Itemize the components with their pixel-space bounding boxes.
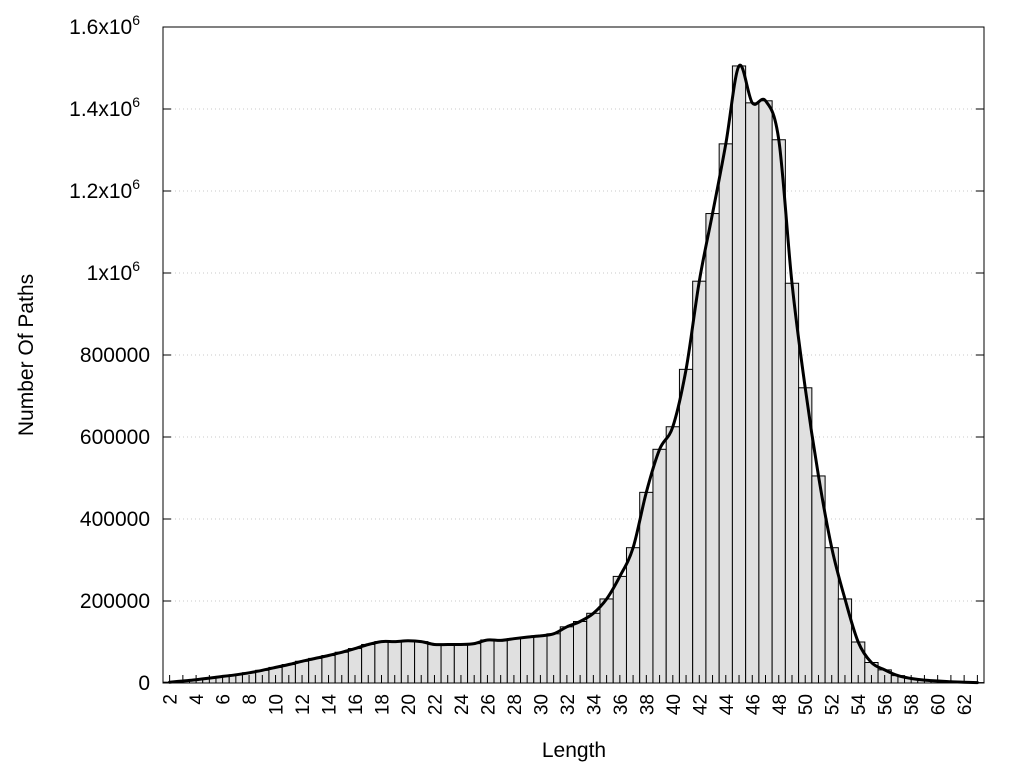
x-axis-title: Length (542, 739, 606, 762)
x-tick-label: 24 (452, 694, 473, 716)
bar (599, 598, 614, 684)
x-tick-label: 50 (796, 694, 817, 715)
y-axis-title: Number Of Paths (15, 274, 38, 436)
bars (162, 65, 985, 684)
x-tick-label: 4 (187, 694, 208, 705)
x-tick-label: 20 (399, 694, 420, 715)
x-tick-label: 48 (770, 694, 791, 715)
bar (771, 139, 786, 684)
bar (639, 491, 654, 684)
smoothed-curve (168, 63, 979, 685)
bar (559, 626, 574, 684)
x-tick-label: 16 (346, 694, 367, 715)
bar (652, 448, 667, 684)
bar (758, 100, 773, 684)
bar (784, 282, 800, 684)
x-tick-label: 60 (929, 694, 950, 715)
bar (745, 102, 760, 684)
bar (718, 143, 733, 684)
bar (612, 575, 627, 684)
x-tick-label: 28 (505, 694, 526, 715)
bar (586, 612, 601, 684)
y-axis: 0 200000 400000 600000 800000 1x106 1.2x106 1.4… (69, 12, 984, 695)
bar (692, 280, 707, 684)
bar (798, 387, 813, 684)
y-tick-label: 1x106 (87, 258, 141, 285)
bar (705, 213, 720, 684)
x-tick-label: 46 (743, 694, 764, 715)
x-tick-label: 22 (426, 694, 447, 715)
x-tick-label: 30 (531, 694, 552, 715)
y-tick-label: 400000 (80, 508, 150, 531)
x-tick-label: 44 (717, 694, 738, 716)
bar (678, 368, 694, 684)
x-tick-label: 52 (823, 694, 844, 715)
x-tick-label: 38 (637, 694, 658, 715)
y-tick-label: 1.2x106 (69, 176, 140, 203)
x-tick-label: 58 (902, 694, 923, 715)
bar (573, 621, 588, 684)
x-axis: 2 4 6 8 10 12 14 16 18 20 22 24 26 28 30 32 34 36 38 40 42 44… (161, 675, 978, 715)
x-tick-label: 32 (558, 694, 579, 715)
x-tick-label: 10 (267, 694, 288, 715)
y-tick-label: 800000 (80, 344, 150, 367)
x-tick-label: 18 (373, 694, 394, 715)
x-tick-label: 56 (876, 694, 897, 715)
x-tick-label: 2 (161, 694, 182, 705)
y-tick-label: 1.6x106 (69, 12, 140, 39)
x-tick-label: 6 (214, 694, 235, 705)
y-tick-label: 200000 (80, 590, 150, 613)
x-tick-label: 8 (240, 694, 261, 705)
y-tick-label: 600000 (80, 426, 150, 449)
x-tick-label: 12 (293, 694, 314, 715)
y-tick-label: 0 (138, 672, 150, 695)
x-tick-label: 34 (584, 694, 605, 716)
bar (731, 65, 747, 684)
x-tick-label: 40 (664, 694, 685, 715)
x-tick-label: 54 (849, 694, 870, 716)
x-tick-label: 62 (955, 694, 976, 715)
x-tick-label: 14 (320, 694, 341, 716)
bar (665, 426, 680, 684)
x-tick-label: 36 (611, 694, 632, 715)
y-tick-label: 1.4x106 (69, 94, 140, 121)
series-line (168, 63, 979, 685)
grid-lines (163, 108, 984, 602)
x-tick-label: 42 (690, 694, 711, 715)
bar (625, 547, 641, 684)
x-tick-label: 26 (478, 694, 499, 715)
